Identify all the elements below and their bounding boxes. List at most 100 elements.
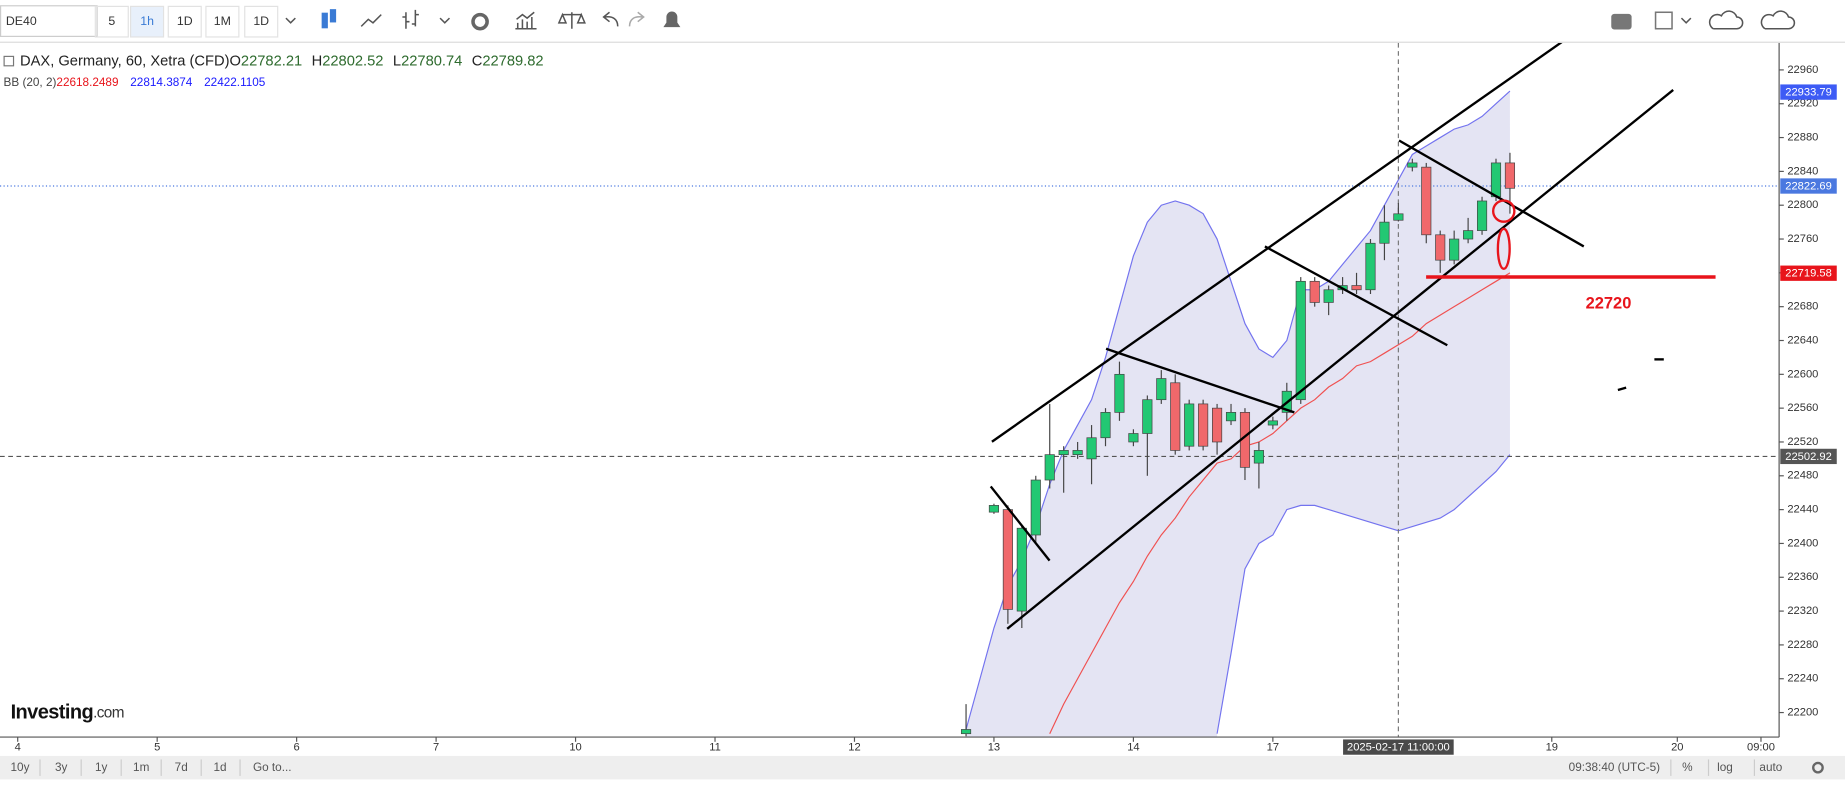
candle-body (1184, 403, 1195, 447)
y-tick-label: 22400 (1787, 537, 1818, 549)
y-tick-label: 22280 (1787, 639, 1818, 651)
y-tick-label: 22200 (1787, 707, 1818, 719)
bar-icon[interactable] (402, 9, 419, 29)
dropdown[interactable] (439, 17, 451, 24)
indicator-icon[interactable] (515, 11, 537, 30)
redo-icon[interactable] (628, 11, 645, 27)
option-button[interactable]: % (1682, 761, 1693, 774)
interval-label: 1D (177, 14, 193, 28)
y-tick-label: 22520 (1787, 436, 1818, 448)
camera-icon[interactable] (1611, 13, 1632, 30)
legend-symbol: DAX, Germany, 60, Xetra (CFD) (20, 54, 229, 70)
candle-body (1100, 412, 1111, 439)
band-line (1049, 272, 1511, 734)
bb-value: 22422.1105 (204, 76, 266, 89)
dropdown[interactable] (285, 17, 296, 24)
range-button[interactable]: 3y (55, 761, 68, 774)
price-label: 22502.92 (1785, 451, 1832, 463)
alert-icon[interactable] (663, 11, 681, 28)
candle-icon[interactable] (321, 12, 328, 29)
candle-body (1002, 509, 1013, 610)
candle-body (1044, 454, 1055, 481)
legend-bb: BB (20, 2)22618.2489 22814.3874 22422.1105 (4, 76, 266, 89)
ohlc-key: H (312, 54, 323, 70)
option-button[interactable]: log (1717, 761, 1733, 774)
y-tick-label: 22560 (1787, 402, 1818, 414)
x-tick-label: 6 (294, 742, 300, 754)
interval-label: 5 (108, 14, 115, 28)
candle-body (1435, 234, 1446, 261)
toolbar-bg (0, 0, 1845, 43)
interval-active-bg[interactable] (130, 6, 164, 37)
compare-icon[interactable] (557, 12, 586, 29)
drawings: 22720 (989, 4, 1716, 630)
x-axis-bg (0, 737, 1780, 756)
cloud-download-icon[interactable] (1708, 10, 1744, 30)
ellipse-mark (1496, 227, 1511, 270)
y-tick-label: 22880 (1787, 132, 1818, 144)
candle-body (1295, 280, 1306, 401)
plot-area (0, 42, 1780, 738)
range-button[interactable]: 1m (133, 761, 150, 774)
price-label-bg (1780, 84, 1837, 100)
y-tick-label: 22640 (1787, 334, 1818, 346)
candle-body (1379, 221, 1390, 244)
undo-icon[interactable] (602, 11, 619, 27)
range-button[interactable]: 7d (175, 761, 188, 774)
clock: 09:38:40 (UTC-5) (1569, 761, 1661, 774)
candle-body (1030, 479, 1041, 536)
y-axis-bg (1779, 42, 1845, 756)
band-line (1216, 454, 1511, 734)
price-label: 22822.69 (1785, 181, 1832, 193)
symbol-input[interactable] (0, 5, 98, 37)
ohlc-value: 22782.21 (241, 54, 302, 70)
settings-icon[interactable] (471, 12, 489, 31)
range-button[interactable]: 10y (11, 761, 30, 774)
interval-button[interactable] (244, 5, 279, 38)
logo: Investing.com (11, 702, 124, 724)
candle-body (1476, 200, 1488, 231)
candle-body (1421, 166, 1432, 236)
range-button[interactable]: 1d (213, 761, 226, 774)
interval-button[interactable] (205, 5, 240, 38)
layout-icon[interactable] (1654, 11, 1673, 30)
goto-button[interactable]: Go to... (253, 761, 292, 774)
interval-label: 1M (214, 14, 231, 28)
trend-line (1398, 139, 1585, 248)
x-tick-label: 12 (848, 742, 860, 754)
interval-button[interactable] (94, 5, 129, 38)
interval-button[interactable] (130, 5, 165, 38)
candle-body (1016, 527, 1027, 612)
dropdown[interactable] (1680, 17, 1692, 24)
candle-body (1449, 238, 1460, 261)
collapse-toggle[interactable] (3, 55, 15, 67)
toolbar: DE40 5 1h 1D 1M 1D (0, 0, 1845, 43)
range-button[interactable]: 1y (95, 761, 108, 774)
trend-line (989, 485, 1051, 562)
y-tick-label: 22480 (1787, 470, 1818, 482)
bb-value: 22814.3874 (130, 76, 193, 89)
x-tick-label: 20 (1671, 742, 1683, 754)
candle-body (1490, 162, 1502, 198)
trend-line (991, 4, 1616, 443)
candle-body (1142, 399, 1153, 434)
candle-body (1072, 450, 1083, 456)
candle-icon[interactable] (329, 9, 337, 23)
line-icon[interactable] (360, 14, 382, 27)
crosshair-label: 2025-02-17 11:00:00 (1347, 742, 1450, 754)
candle-body (1225, 412, 1237, 422)
x-tick-label: 19 (1546, 742, 1558, 754)
ohlc-value: 22780.74 (401, 54, 462, 70)
candle-body (1198, 403, 1209, 447)
interval-button[interactable] (167, 5, 202, 38)
ohlc-value: 22789.82 (482, 54, 543, 70)
cloud-upload-icon[interactable] (1760, 10, 1796, 30)
candle-body (1309, 280, 1320, 303)
settings-button[interactable] (1812, 761, 1824, 774)
option-button[interactable]: auto (1759, 761, 1782, 774)
x-tick-label: 11 (709, 742, 721, 754)
interval-label: 1h (140, 14, 154, 28)
band-line (965, 90, 1511, 730)
